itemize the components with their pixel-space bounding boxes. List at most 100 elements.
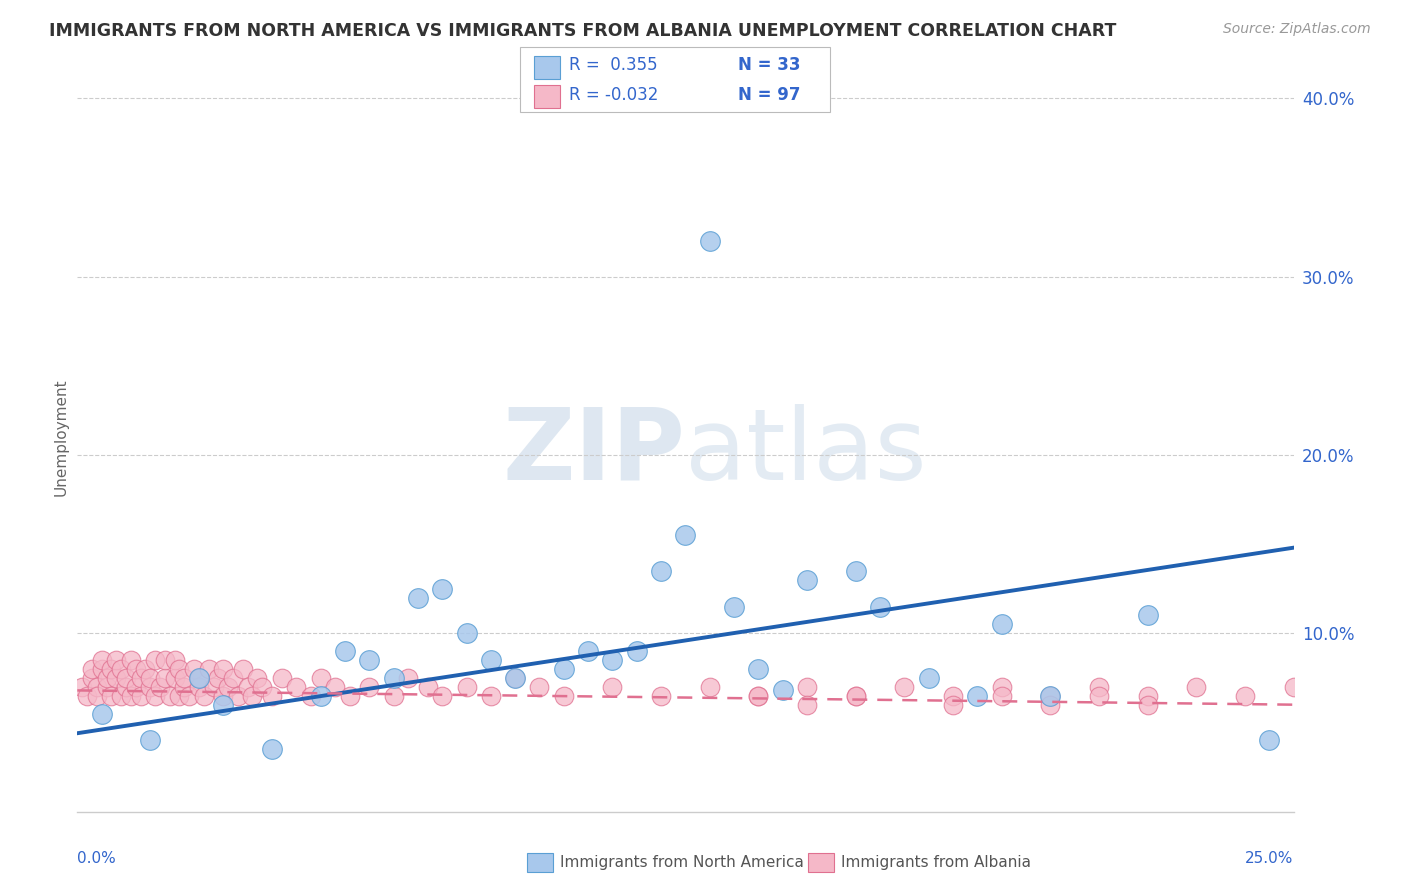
- Point: [100, 662, 122, 676]
- Point: [212, 689, 235, 703]
- Text: 25.0%: 25.0%: [1246, 851, 1294, 865]
- Point: [479, 653, 502, 667]
- Point: [212, 662, 235, 676]
- Point: [188, 671, 211, 685]
- Point: [153, 671, 176, 685]
- Point: [1088, 680, 1111, 694]
- Point: [125, 680, 148, 694]
- Point: [503, 671, 526, 685]
- Point: [149, 680, 172, 694]
- Point: [1258, 733, 1281, 747]
- Point: [270, 671, 292, 685]
- Y-axis label: Unemployment: Unemployment: [53, 378, 69, 496]
- Point: [197, 662, 219, 676]
- Point: [339, 689, 361, 703]
- Point: [193, 689, 215, 703]
- Point: [650, 564, 672, 578]
- Point: [747, 662, 769, 676]
- Point: [602, 680, 624, 694]
- Point: [159, 689, 181, 703]
- Point: [169, 689, 191, 703]
- Point: [110, 662, 132, 676]
- Point: [115, 671, 138, 685]
- Point: [188, 680, 211, 694]
- Text: N = 97: N = 97: [738, 86, 800, 103]
- Text: R =  0.355: R = 0.355: [569, 56, 658, 74]
- Point: [396, 671, 419, 685]
- Point: [120, 653, 142, 667]
- Point: [796, 680, 818, 694]
- Point: [80, 662, 103, 676]
- Point: [115, 680, 138, 694]
- Point: [990, 680, 1012, 694]
- Point: [333, 644, 356, 658]
- Point: [110, 689, 132, 703]
- Text: Source: ZipAtlas.com: Source: ZipAtlas.com: [1223, 22, 1371, 37]
- Point: [650, 689, 672, 703]
- Point: [207, 671, 229, 685]
- Point: [299, 689, 322, 703]
- Point: [1039, 689, 1062, 703]
- Point: [503, 671, 526, 685]
- Point: [76, 689, 98, 703]
- Point: [416, 680, 439, 694]
- Point: [129, 671, 152, 685]
- Point: [129, 689, 152, 703]
- Text: atlas: atlas: [686, 403, 927, 500]
- Text: N = 33: N = 33: [738, 56, 800, 74]
- Point: [1136, 608, 1159, 623]
- Point: [479, 689, 502, 703]
- Point: [553, 689, 575, 703]
- Point: [222, 671, 245, 685]
- Point: [942, 698, 965, 712]
- Point: [86, 680, 108, 694]
- Text: 0.0%: 0.0%: [77, 851, 117, 865]
- Point: [173, 671, 195, 685]
- Point: [430, 582, 453, 596]
- Text: R = -0.032: R = -0.032: [569, 86, 659, 103]
- Point: [772, 683, 794, 698]
- Point: [699, 234, 721, 248]
- Point: [90, 653, 112, 667]
- Point: [990, 689, 1012, 703]
- Point: [456, 680, 478, 694]
- Point: [796, 698, 818, 712]
- Point: [576, 644, 599, 658]
- Point: [169, 662, 191, 676]
- Point: [70, 680, 93, 694]
- Point: [382, 689, 405, 703]
- Point: [163, 653, 186, 667]
- Point: [90, 706, 112, 721]
- Point: [86, 689, 108, 703]
- Point: [242, 689, 264, 703]
- Point: [105, 653, 128, 667]
- Point: [990, 617, 1012, 632]
- Point: [359, 653, 381, 667]
- Point: [96, 680, 118, 694]
- Point: [1088, 689, 1111, 703]
- Point: [183, 662, 205, 676]
- Point: [796, 573, 818, 587]
- Point: [626, 644, 648, 658]
- Point: [359, 680, 381, 694]
- Point: [747, 689, 769, 703]
- Point: [309, 671, 332, 685]
- Point: [134, 662, 156, 676]
- Point: [966, 689, 988, 703]
- Point: [96, 671, 118, 685]
- Point: [285, 680, 308, 694]
- Point: [246, 671, 269, 685]
- Point: [747, 689, 769, 703]
- Point: [675, 528, 697, 542]
- Point: [179, 689, 201, 703]
- Point: [163, 671, 186, 685]
- Point: [918, 671, 941, 685]
- Point: [309, 689, 332, 703]
- Point: [845, 689, 868, 703]
- Point: [232, 662, 254, 676]
- Point: [188, 671, 211, 685]
- Point: [602, 653, 624, 667]
- Point: [382, 671, 405, 685]
- Point: [723, 599, 745, 614]
- Point: [125, 662, 148, 676]
